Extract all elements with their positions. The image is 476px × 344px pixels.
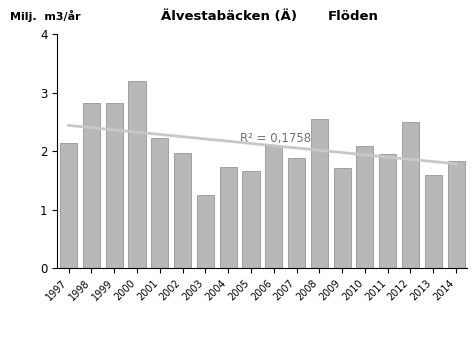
Bar xyxy=(128,80,145,268)
Bar xyxy=(265,146,282,268)
Bar xyxy=(151,139,168,268)
Bar xyxy=(446,161,464,268)
Bar xyxy=(288,158,305,268)
Bar xyxy=(424,175,441,268)
Bar xyxy=(401,122,418,268)
Bar xyxy=(219,167,236,268)
Text: Milj.  m3/år: Milj. m3/år xyxy=(10,10,80,22)
Bar xyxy=(197,195,213,268)
Bar xyxy=(310,119,327,268)
Bar xyxy=(333,168,350,268)
Bar xyxy=(106,103,122,268)
Bar xyxy=(242,171,259,268)
Bar xyxy=(378,154,396,268)
Text: R² = 0,1758: R² = 0,1758 xyxy=(239,132,310,145)
Text: Flöden: Flöden xyxy=(327,10,377,23)
Bar xyxy=(174,153,191,268)
Text: Älvestabäcken (Ä): Älvestabäcken (Ä) xyxy=(160,10,297,23)
Bar xyxy=(356,146,373,268)
Bar xyxy=(60,142,77,268)
Bar xyxy=(83,103,100,268)
